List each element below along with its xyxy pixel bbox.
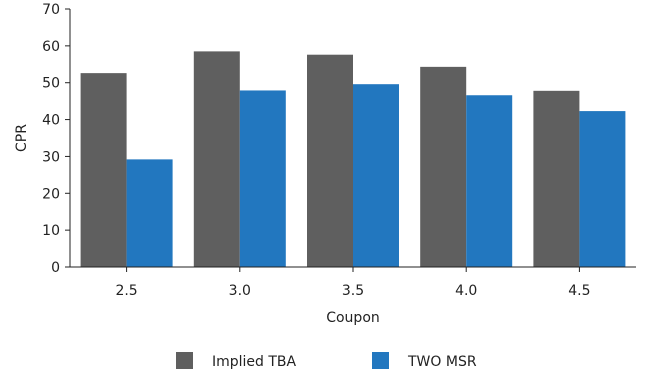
bar-implied-tba-2-5 [80, 73, 127, 267]
legend-label-two-msr: TWO MSR [407, 354, 477, 370]
y-tick-label: 0 [51, 260, 60, 276]
y-axis: 0 10 20 30 40 50 60 70 [42, 2, 71, 276]
y-tick-label: 70 [42, 2, 60, 18]
plot-area [80, 51, 626, 268]
bar-two-msr-4-5 [579, 111, 626, 267]
legend-swatch-implied-tba [176, 352, 193, 369]
y-axis-label: CPR [14, 124, 30, 152]
x-axis: 2.5 3.0 3.5 4.0 4.5 [70, 266, 636, 299]
x-tick-label: 4.5 [568, 283, 590, 299]
legend: Implied TBA TWO MSR [176, 352, 477, 370]
y-tick-label: 60 [42, 39, 60, 55]
y-tick-label: 40 [42, 113, 60, 129]
x-tick-label: 3.0 [229, 283, 251, 299]
bar-implied-tba-3-0 [193, 51, 240, 268]
y-tick-label: 20 [42, 186, 60, 202]
x-tick-label: 3.5 [342, 283, 364, 299]
legend-swatch-two-msr [372, 352, 389, 369]
x-tick-label: 4.0 [455, 283, 477, 299]
x-axis-label: Coupon [326, 310, 380, 326]
x-tick-label: 2.5 [115, 283, 137, 299]
bar-implied-tba-4-0 [420, 66, 467, 267]
y-tick-label: 50 [42, 76, 60, 92]
legend-label-implied-tba: Implied TBA [212, 354, 297, 370]
bar-two-msr-3-5 [353, 84, 399, 267]
bar-two-msr-3-0 [239, 90, 286, 267]
bar-two-msr-4-0 [466, 95, 513, 267]
y-tick-label: 10 [42, 223, 60, 239]
bar-implied-tba-4-5 [533, 90, 580, 267]
y-tick-label: 30 [42, 149, 60, 165]
bar-two-msr-2-5 [126, 159, 173, 267]
bar-implied-tba-3-5 [307, 54, 353, 268]
